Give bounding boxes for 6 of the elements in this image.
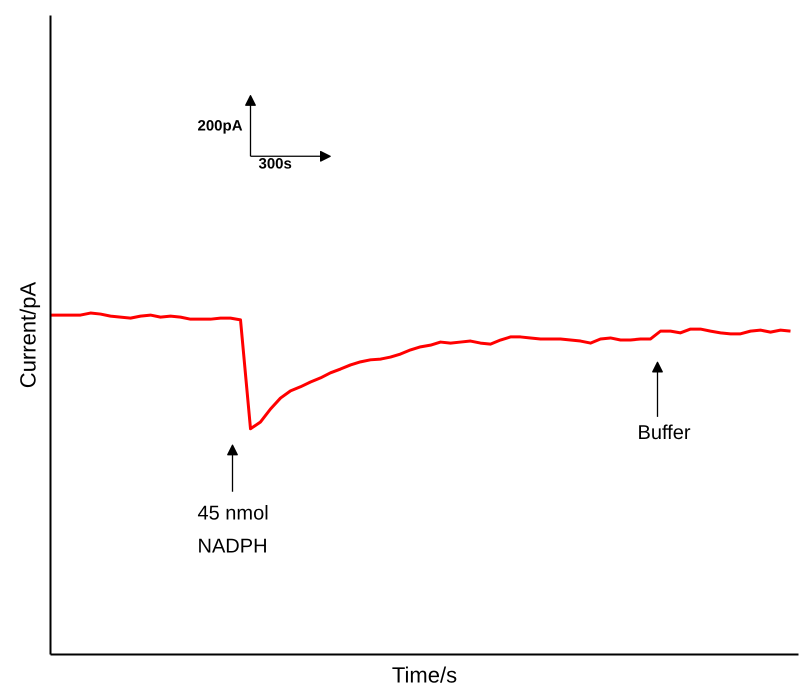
annotation: Buffer xyxy=(638,422,691,444)
x-axis-title: Time/s xyxy=(392,662,458,688)
annotation: 45 nmol NADPH xyxy=(198,502,269,558)
text: 200pA xyxy=(198,117,243,134)
y-axis-title: Current/pA xyxy=(16,281,40,388)
text: 300s xyxy=(258,155,292,172)
